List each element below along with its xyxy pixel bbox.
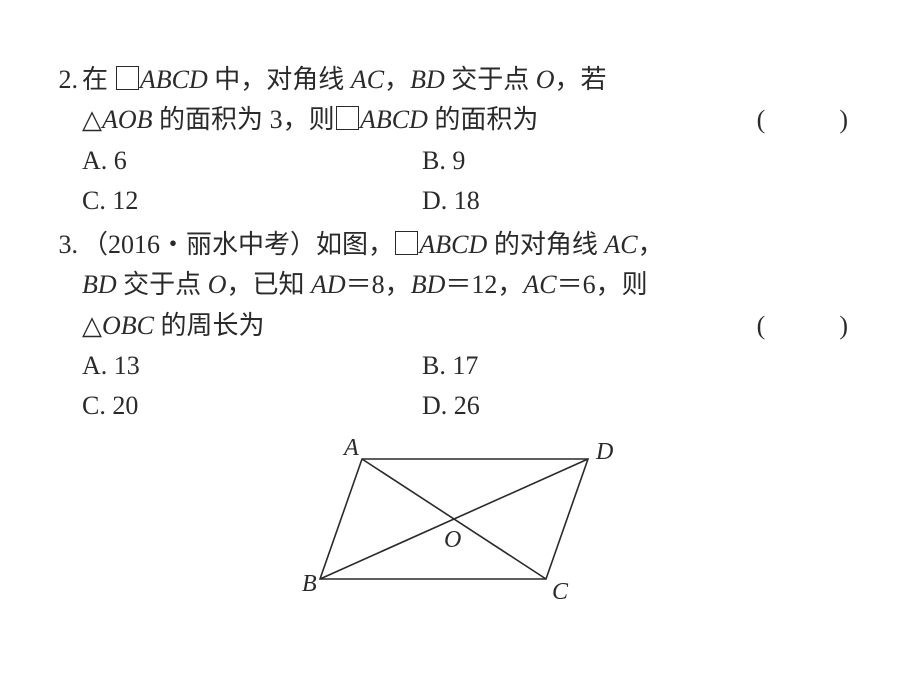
options-row: C. 20D. 26 [48, 386, 872, 426]
exam-page: 2.在 ABCD 中，对角线 AC，BD 交于点 O，若△AOB 的面积为 3，… [0, 0, 920, 609]
problem-number: 2. [48, 60, 82, 100]
problem-line: △AOB 的面积为 3，则ABCD 的面积为 ( ) [48, 100, 872, 140]
problem-line: △OBC 的周长为( ) [48, 306, 872, 346]
options-row: A. 13B. 17 [48, 346, 872, 386]
problem-2: 2.在 ABCD 中，对角线 AC，BD 交于点 O，若△AOB 的面积为 3，… [48, 60, 872, 221]
figure: A D B C O [48, 429, 872, 609]
options-row: C. 12D. 18 [48, 181, 872, 221]
svg-text:A: A [342, 435, 359, 461]
option: A. 13 [82, 346, 422, 386]
problem-line: 2.在 ABCD 中，对角线 AC，BD 交于点 O，若 [48, 60, 872, 100]
problem-text: （2016・丽水中考）如图，ABCD 的对角线 AC， [82, 225, 872, 265]
svg-text:C: C [552, 579, 569, 605]
options-row: A. 6B. 9 [48, 141, 872, 181]
svg-text:B: B [302, 571, 317, 597]
problem-line: BD 交于点 O，已知 AD＝8，BD＝12，AC＝6，则 [48, 265, 872, 305]
svg-text:O: O [444, 527, 461, 553]
option: D. 18 [422, 181, 872, 221]
problem-3: 3.（2016・丽水中考）如图，ABCD 的对角线 AC，BD 交于点 O，已知… [48, 225, 872, 608]
problem-text: 在 ABCD 中，对角线 AC，BD 交于点 O，若 [82, 60, 872, 100]
option: C. 20 [82, 386, 422, 426]
option: A. 6 [82, 141, 422, 181]
problem-line: 3.（2016・丽水中考）如图，ABCD 的对角线 AC， [48, 225, 872, 265]
problem-text: △OBC 的周长为( ) [82, 306, 872, 346]
problem-text: △AOB 的面积为 3，则ABCD 的面积为 ( ) [82, 100, 872, 140]
problem-number: 3. [48, 225, 82, 265]
problem-text: BD 交于点 O，已知 AD＝8，BD＝12，AC＝6，则 [82, 265, 872, 305]
option: D. 26 [422, 386, 872, 426]
option: C. 12 [82, 181, 422, 221]
svg-text:D: D [595, 439, 613, 465]
option: B. 9 [422, 141, 872, 181]
option: B. 17 [422, 346, 872, 386]
